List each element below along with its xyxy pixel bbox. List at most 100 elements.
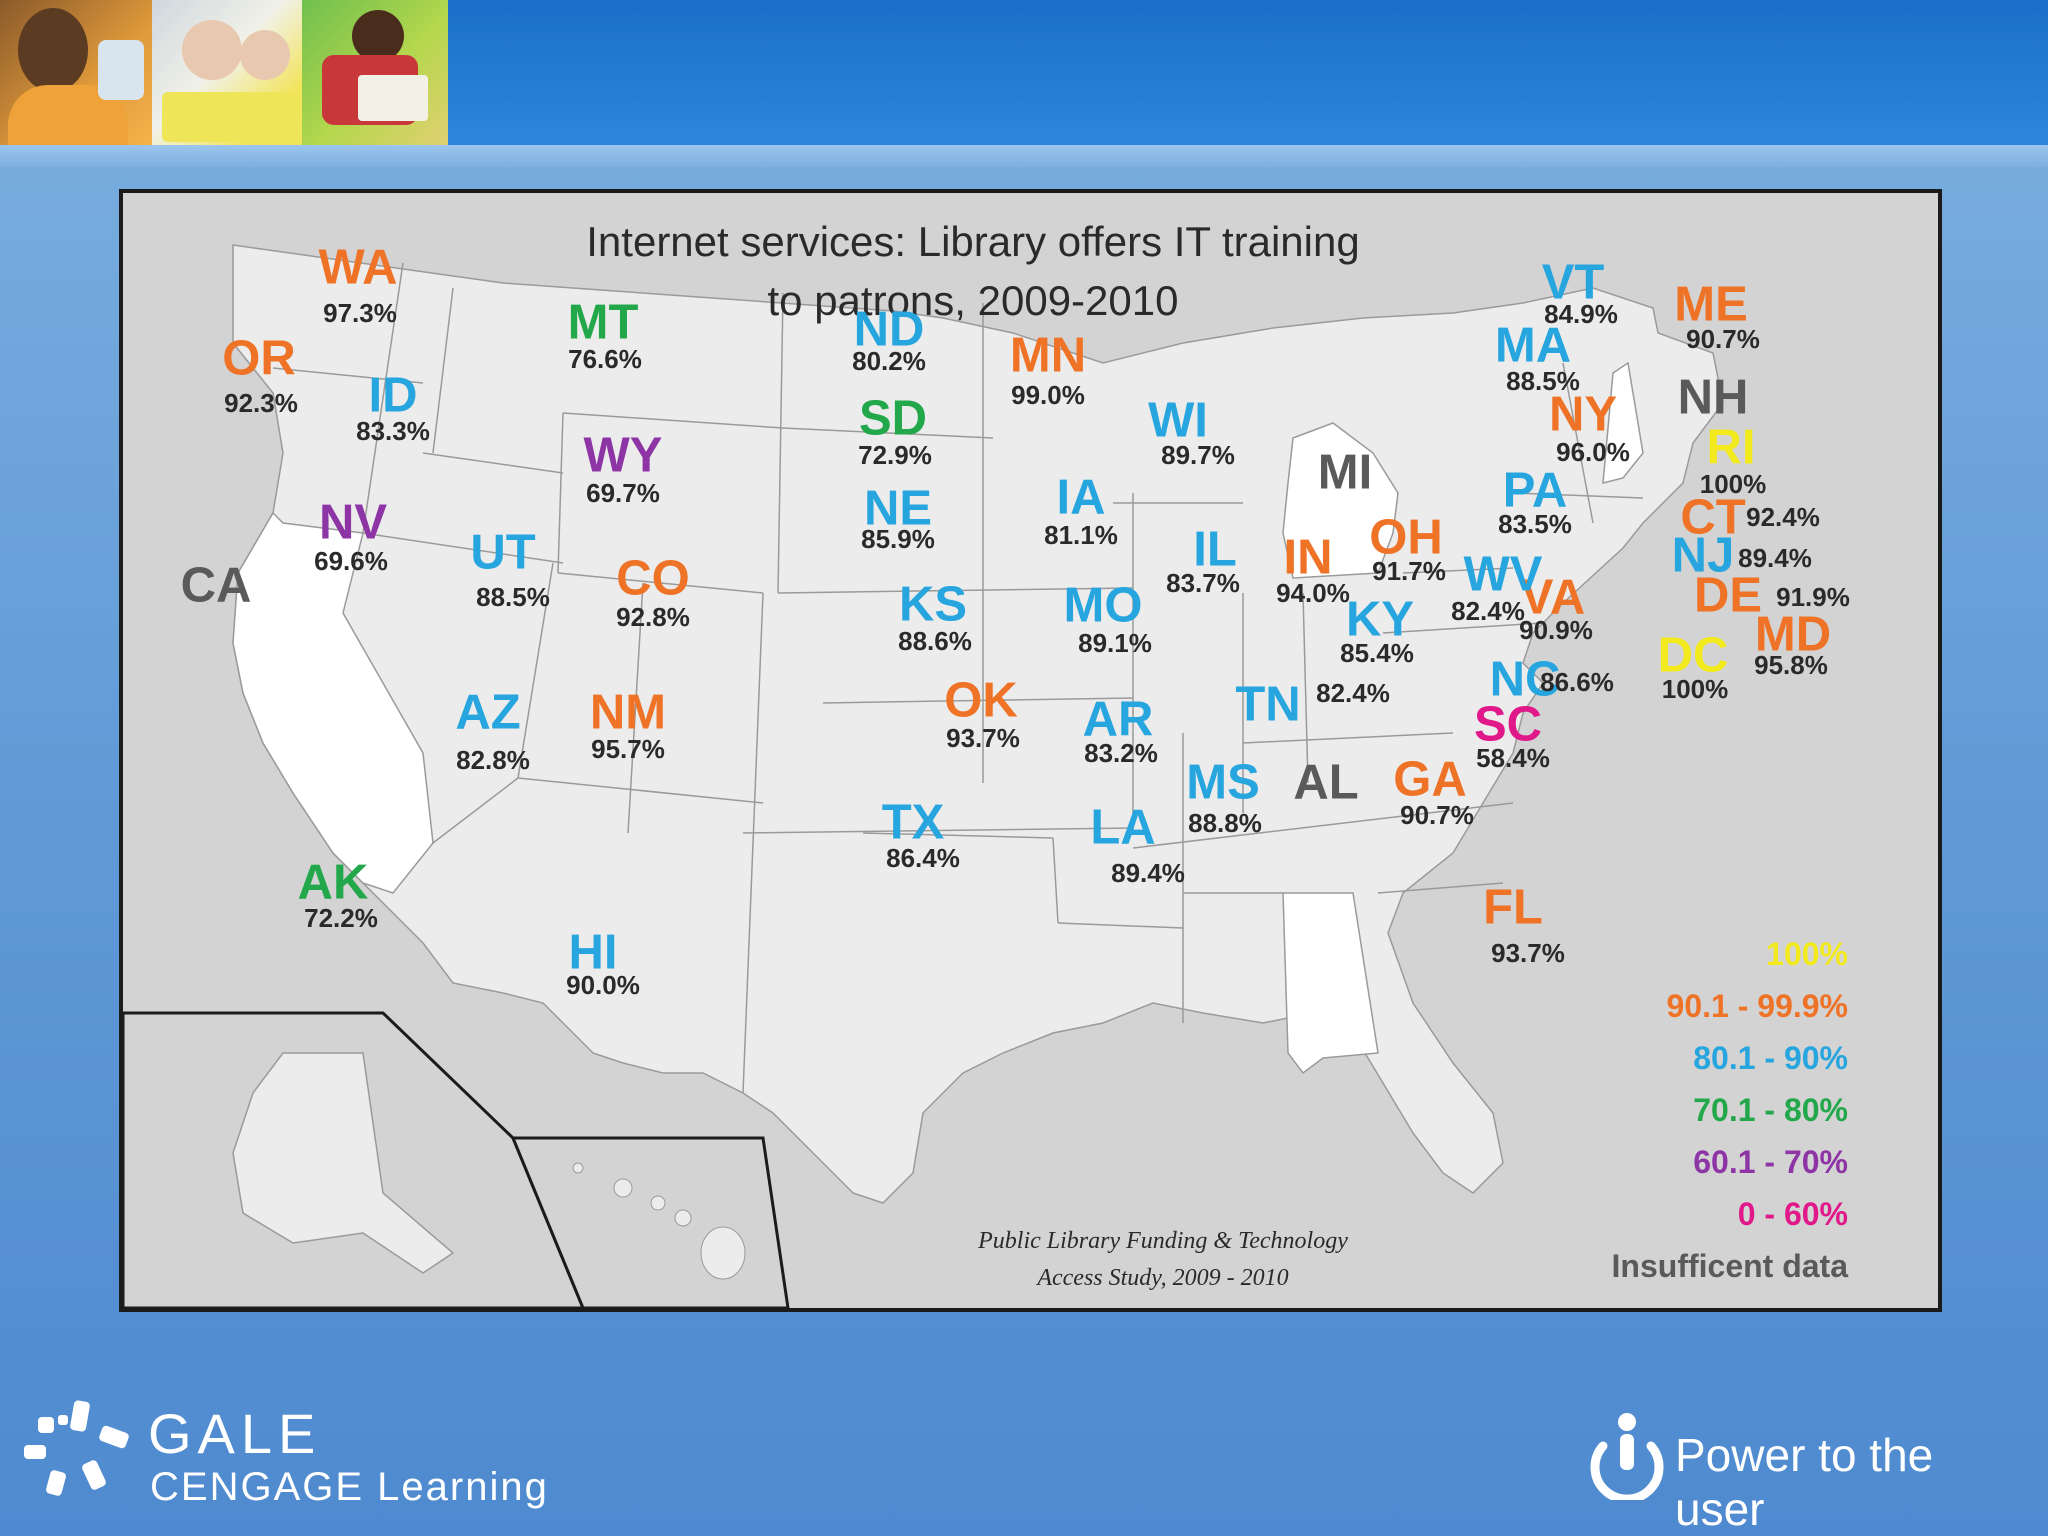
- gale-burst-icon: [24, 1400, 129, 1496]
- legend-item: 70.1 - 80%: [1693, 1092, 1848, 1128]
- state-value-ky: 85.4%: [1340, 638, 1414, 668]
- state-label-nv: NV: [318, 495, 388, 550]
- state-value-sc: 58.4%: [1476, 743, 1550, 773]
- power-user-icon: [1590, 1413, 1664, 1500]
- state-label-de: DE: [1693, 568, 1763, 623]
- state-value-ga: 90.7%: [1400, 800, 1474, 830]
- state-label-me: ME: [1674, 277, 1748, 332]
- state-label-wi: WI: [1148, 393, 1208, 448]
- state-label-vt: VT: [1541, 255, 1605, 310]
- tagline-area: Power to the user: [1585, 1410, 2025, 1535]
- state-label-ok: OK: [944, 673, 1018, 728]
- state-label-co: CO: [616, 551, 690, 606]
- state-value-hi: 90.0%: [566, 970, 640, 1000]
- state-label-in: IN: [1283, 530, 1333, 585]
- tagline: Power to the user: [1675, 1429, 1934, 1535]
- state-label-nd: ND: [853, 302, 925, 357]
- state-value-ms: 88.8%: [1188, 808, 1262, 838]
- state-value-co: 92.8%: [616, 602, 690, 632]
- state-label-wa: WA: [318, 240, 398, 295]
- gale-logo[interactable]: GALE CENGAGE Learning: [20, 1395, 580, 1515]
- state-label-nm: NM: [589, 685, 667, 740]
- state-label-sc: SC: [1473, 697, 1543, 752]
- state-label-ut: UT: [470, 525, 536, 580]
- brand-cengage: CENGAGE Learning: [150, 1465, 549, 1509]
- state-label-ne: NE: [863, 481, 933, 536]
- state-value-ut: 88.5%: [476, 582, 550, 612]
- header-photo-reader: [302, 0, 448, 145]
- legend: 100% 90.1 - 99.9% 80.1 - 90% 70.1 - 80% …: [1543, 928, 1848, 1292]
- state-value-oh: 91.7%: [1372, 556, 1446, 586]
- state-label-mt: MT: [567, 295, 639, 350]
- state-label-ri: RI: [1706, 420, 1756, 475]
- state-value-md: 95.8%: [1754, 650, 1828, 680]
- state-value-nc: 86.6%: [1540, 667, 1614, 697]
- state-label-id: ID: [368, 368, 418, 423]
- state-label-fl: FL: [1483, 880, 1543, 935]
- state-value-ks: 88.6%: [898, 626, 972, 656]
- state-label-nj: NJ: [1671, 528, 1735, 583]
- state-value-il: 83.7%: [1166, 568, 1240, 598]
- state-value-pa: 83.5%: [1498, 509, 1572, 539]
- state-value-wa: 97.3%: [323, 298, 397, 328]
- state-label-wv: WV: [1463, 547, 1543, 602]
- legend-item: 90.1 - 99.9%: [1666, 988, 1848, 1024]
- map-panel: Internet services: Library offers IT tra…: [119, 189, 1942, 1312]
- state-value-vt: 84.9%: [1544, 299, 1618, 329]
- state-shape-mi: [1282, 422, 1399, 579]
- state-label-ga: GA: [1393, 752, 1467, 807]
- map-source-line1: Public Library Funding & Technology: [978, 1228, 1348, 1254]
- state-label-mo: MO: [1063, 578, 1143, 633]
- state-label-ks: KS: [898, 577, 968, 632]
- legend-item: Insufficent data: [1611, 1248, 1848, 1284]
- state-label-ak: AK: [297, 855, 369, 910]
- state-label-ca: CA: [180, 558, 252, 613]
- state-label-hi: HI: [568, 925, 618, 980]
- state-shape-nh: [1602, 361, 1644, 484]
- header-band: [0, 145, 2048, 167]
- state-value-sd: 72.9%: [858, 440, 932, 470]
- state-value-ar: 83.2%: [1084, 738, 1158, 768]
- state-shape-al: [1282, 892, 1379, 1075]
- state-value-ne: 85.9%: [861, 524, 935, 554]
- state-value-tx: 86.4%: [886, 843, 960, 873]
- state-label-dc: DC: [1657, 628, 1729, 683]
- state-label-md: MD: [1754, 607, 1832, 662]
- state-value-ct: 92.4%: [1746, 502, 1820, 532]
- state-label-tx: TX: [881, 795, 945, 850]
- state-label-ar: AR: [1082, 692, 1154, 747]
- legend-item: 0 - 60%: [1737, 1196, 1848, 1232]
- state-label-al: AL: [1293, 755, 1359, 810]
- state-label-la: LA: [1090, 800, 1156, 855]
- state-value-tn: 82.4%: [1316, 678, 1390, 708]
- state-value-va: 90.9%: [1519, 615, 1593, 645]
- header-photo-keyboard: [152, 0, 302, 145]
- map-title-line1: Internet services: Library offers IT tra…: [586, 218, 1360, 265]
- state-value-wv: 82.4%: [1451, 596, 1525, 626]
- state-value-az: 82.8%: [456, 745, 530, 775]
- state-label-ia: IA: [1056, 470, 1106, 525]
- state-value-nd: 80.2%: [852, 346, 926, 376]
- state-value-nv: 69.6%: [314, 546, 388, 576]
- state-shape-hi: [572, 1162, 746, 1280]
- state-value-wy: 69.7%: [586, 478, 660, 508]
- legend-item: 80.1 - 90%: [1693, 1040, 1848, 1076]
- state-value-mo: 89.1%: [1078, 628, 1152, 658]
- map-title-line2: to patrons, 2009-2010: [767, 276, 1179, 324]
- state-value-fl: 93.7%: [1491, 938, 1565, 968]
- state-label-oh: OH: [1369, 510, 1443, 565]
- state-label-az: AZ: [455, 685, 521, 740]
- state-label-nc: NC: [1489, 652, 1561, 707]
- state-label-ms: MS: [1186, 755, 1260, 810]
- state-label-mn: MN: [1009, 328, 1087, 383]
- state-label-nh: NH: [1677, 370, 1749, 425]
- header-photo-man: [0, 0, 152, 145]
- us-map: [123, 244, 1724, 1308]
- state-label-va: VA: [1520, 570, 1586, 625]
- state-label-sd: SD: [858, 391, 928, 446]
- state-value-ma: 88.5%: [1506, 366, 1580, 396]
- legend-item: 60.1 - 70%: [1693, 1144, 1848, 1180]
- state-label-ky: KY: [1345, 592, 1415, 647]
- state-value-id: 83.3%: [356, 416, 430, 446]
- state-value-nm: 95.7%: [591, 734, 665, 764]
